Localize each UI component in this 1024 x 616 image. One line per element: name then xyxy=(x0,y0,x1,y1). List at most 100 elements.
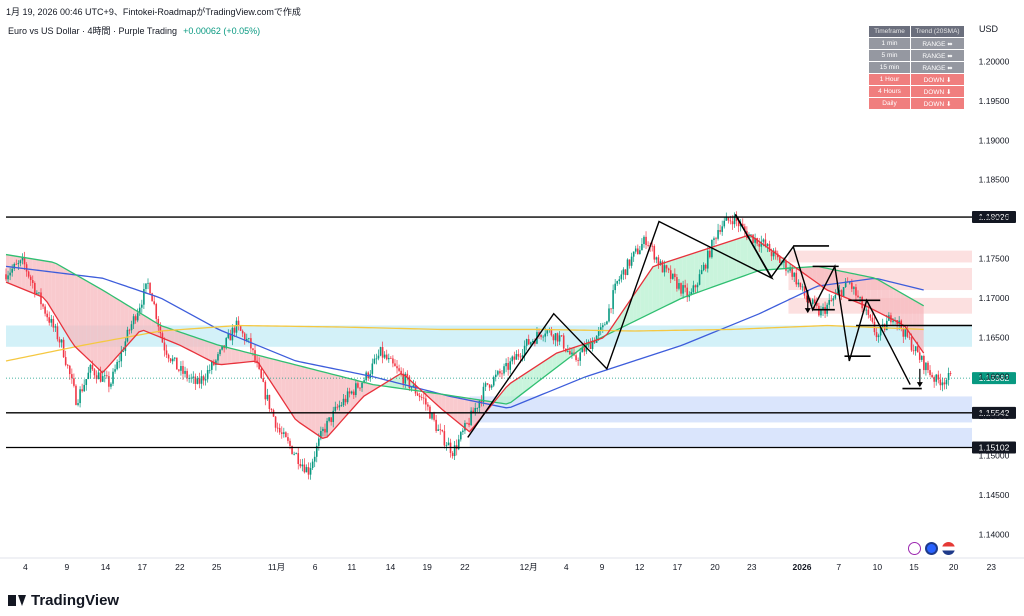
candle-body xyxy=(443,431,446,446)
candle-body xyxy=(348,391,351,394)
candle-body xyxy=(297,453,300,464)
sma-cloud-fill xyxy=(713,245,718,287)
candle-body xyxy=(511,356,514,362)
trend-value: DOWN ⬇ xyxy=(911,98,964,109)
sma-cloud-fill xyxy=(740,236,744,278)
candle-body xyxy=(330,417,332,422)
candle-body xyxy=(320,430,322,439)
candle-body xyxy=(692,285,695,293)
candle-body xyxy=(698,274,701,285)
candle-body xyxy=(315,445,318,457)
candle-body xyxy=(126,329,129,342)
candle-body xyxy=(237,320,240,326)
sma-cloud-fill xyxy=(204,340,209,360)
candle-body xyxy=(73,378,75,386)
chart-tool-icons[interactable] xyxy=(908,542,955,555)
candle-body xyxy=(307,467,310,475)
y-tick-label: 1.16000 xyxy=(979,372,1010,382)
candle-body xyxy=(525,339,528,346)
trend-timeframe: 5 min xyxy=(869,50,910,61)
candle-body xyxy=(503,366,505,374)
candle-body xyxy=(410,387,413,389)
candle-body xyxy=(97,372,100,380)
candle-body xyxy=(274,416,277,428)
candle-body xyxy=(665,265,668,269)
candle-body xyxy=(569,350,571,355)
trend-row: 4 Hours DOWN ⬇ xyxy=(869,86,964,97)
candle-body xyxy=(64,357,67,365)
lightning-icon[interactable] xyxy=(908,542,921,555)
candle-body xyxy=(252,348,254,351)
flag-icon[interactable] xyxy=(942,542,955,555)
sma-cloud-fill xyxy=(48,261,52,310)
sma-cloud-fill xyxy=(893,288,897,322)
sma-cloud-fill xyxy=(67,269,72,341)
candle-body xyxy=(813,299,816,303)
sma-cloud-fill xyxy=(139,312,144,332)
candle-body xyxy=(929,370,931,375)
candle-body xyxy=(758,243,761,247)
candle-body xyxy=(385,354,388,360)
sma-cloud-fill xyxy=(101,289,106,372)
candle-body xyxy=(741,223,744,227)
candle-body xyxy=(828,300,830,305)
candle-body xyxy=(647,245,649,246)
candle-body xyxy=(785,260,787,271)
sma-cloud-fill xyxy=(445,394,450,416)
y-tick-label: 1.14000 xyxy=(979,529,1010,539)
y-tick-label: 1.19500 xyxy=(979,96,1010,106)
sma-cloud-fill xyxy=(384,381,389,387)
sma-cloud-fill xyxy=(904,294,909,332)
candle-body xyxy=(801,286,804,288)
sma-cloud-fill xyxy=(885,283,890,318)
candle-body xyxy=(803,286,806,296)
candle-body xyxy=(350,391,353,394)
candle-body xyxy=(313,456,316,462)
candle-body xyxy=(243,333,246,341)
candle-body xyxy=(31,280,34,284)
candle-body xyxy=(311,461,314,469)
sma-cloud-fill xyxy=(506,383,511,405)
x-tick-label: 9 xyxy=(64,562,69,572)
candle-body xyxy=(387,357,390,360)
x-tick-label: 7 xyxy=(836,562,841,572)
sma-cloud-fill xyxy=(170,328,175,343)
candle-body xyxy=(879,327,882,336)
sma-cloud-fill xyxy=(514,378,519,400)
sma-cloud-fill xyxy=(212,343,217,364)
sma-cloud-fill xyxy=(652,265,657,313)
candle-body xyxy=(99,372,102,382)
candle-body xyxy=(19,260,22,264)
candle-body xyxy=(618,279,621,282)
candle-body xyxy=(120,351,123,362)
candle-body xyxy=(5,274,7,280)
candle-body xyxy=(622,269,625,275)
x-tick-label: 20 xyxy=(949,562,959,572)
candle-body xyxy=(667,268,670,271)
candle-body xyxy=(789,267,791,271)
candle-body xyxy=(719,230,721,232)
sma-cloud-fill xyxy=(266,357,270,381)
sma-cloud-fill xyxy=(273,359,278,393)
candle-body xyxy=(639,250,641,255)
candle-body xyxy=(832,298,835,301)
candle-body xyxy=(768,243,771,252)
candle-body xyxy=(795,272,798,285)
candle-body xyxy=(71,374,73,379)
candle-body xyxy=(280,432,283,434)
candle-body xyxy=(834,294,837,299)
broker-logo-icon[interactable] xyxy=(925,542,938,555)
candle-body xyxy=(869,314,872,318)
x-tick-label: 14 xyxy=(386,562,396,572)
candle-body xyxy=(490,385,493,388)
sma-cloud-fill xyxy=(812,266,817,283)
candle-body xyxy=(40,292,42,305)
candle-body xyxy=(138,307,141,314)
candle-body xyxy=(147,282,149,284)
symbol-title: Euro vs US Dollar · 4時間 · Purple Trading xyxy=(8,26,178,36)
candle-body xyxy=(344,398,347,403)
candle-body xyxy=(178,369,180,371)
candle-body xyxy=(322,428,324,431)
candle-body xyxy=(204,379,207,381)
